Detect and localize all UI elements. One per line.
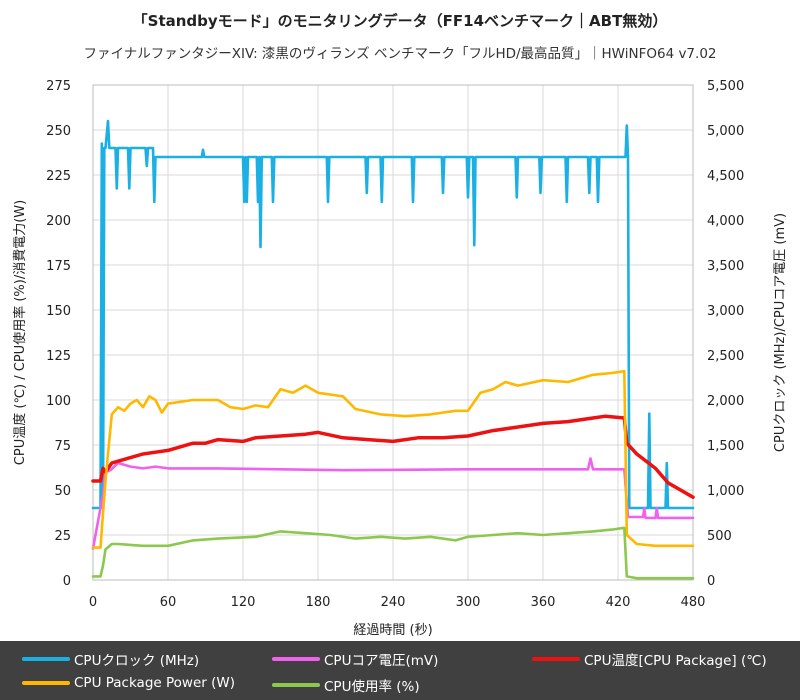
- y-right-tick-label: 0: [707, 574, 715, 589]
- y-left-tick-label: 0: [63, 574, 71, 589]
- legend-label-temp: CPU温度[CPU Package] (℃): [584, 653, 767, 669]
- legend-label-power: CPU Package Power (W): [74, 675, 235, 691]
- x-tick-label: 60: [160, 595, 177, 610]
- chart-svg: 0 25 50 75 100 125 150 175 200 225 250 275 0 60 120 180…: [12, 79, 788, 638]
- series-line-usage: [91, 526, 695, 580]
- x-tick-label: 120: [231, 595, 256, 610]
- legend-item-clock: CPUクロック (MHz): [22, 649, 199, 669]
- y-left-tick-label: 250: [46, 124, 71, 139]
- x-tick-label: 420: [606, 595, 631, 610]
- legend-item-power: CPU Package Power (W): [22, 675, 235, 691]
- y-right-tick-label: 2,000: [707, 394, 744, 409]
- series-line-clock: [91, 119, 695, 510]
- y-left-tick-label: 150: [46, 304, 71, 319]
- y-right-tick-label: 500: [707, 529, 732, 544]
- x-tick-label: 480: [681, 595, 706, 610]
- y-right-tick-label: 1,500: [707, 439, 744, 454]
- legend-label-usage: CPU使用率 (%): [324, 679, 420, 695]
- x-tick-label: 300: [456, 595, 481, 610]
- legend-label-voltage: CPUコア電圧(mV): [324, 653, 439, 669]
- y-right-tick-label: 4,500: [707, 169, 744, 184]
- chart-title: 「Standbyモード」のモニタリングデータ（FF14ベンチマーク｜ABT無効）: [132, 12, 668, 30]
- legend-item-temp: CPU温度[CPU Package] (℃): [532, 649, 767, 669]
- legend-swatch-voltage: [272, 657, 320, 661]
- legend-item-voltage: CPUコア電圧(mV): [272, 649, 438, 669]
- legend-label-clock: CPUクロック (MHz): [74, 653, 200, 669]
- y-right-tick-label: 5,500: [707, 79, 744, 94]
- y-right-tick-label: 4,000: [707, 214, 744, 229]
- y-left-tick-label: 225: [46, 169, 71, 184]
- y-right-tick-label: 1,000: [707, 484, 744, 499]
- legend: CPUクロック (MHz) CPUコア電圧(mV) CPU温度[CPU Pack…: [0, 641, 800, 700]
- x-tick-label: 360: [531, 595, 556, 610]
- y-right-tick-label: 5,000: [707, 124, 744, 139]
- legend-swatch-power: [22, 681, 70, 685]
- series-line-voltage: [91, 457, 695, 550]
- y-left-tick-label: 75: [54, 439, 71, 454]
- legend-swatch-clock: [22, 657, 70, 661]
- y-left-tick-label: 175: [46, 259, 71, 274]
- legend-swatch-temp: [532, 657, 580, 661]
- plot-frame: [92, 84, 694, 581]
- y-left-tick-label: 125: [46, 349, 71, 364]
- series-line-temp: [91, 414, 695, 499]
- chart-subtitle: ファイナルファンタジーXIV: 漆黒のヴィランズ ベンチマーク「フルHD/最高品…: [83, 46, 717, 62]
- y-left-tick-label: 200: [46, 214, 71, 229]
- x-tick-label: 0: [89, 595, 97, 610]
- legend-item-usage: CPU使用率 (%): [272, 675, 420, 695]
- y-left-tick-label: 50: [54, 484, 71, 499]
- x-axis-title: 経過時間 (秒): [353, 623, 432, 638]
- y-left-tick-label: 25: [54, 529, 71, 544]
- y-right-tick-label: 3,000: [707, 304, 744, 319]
- y-right-tick-label: 3,500: [707, 259, 744, 274]
- legend-swatch-usage: [272, 683, 320, 687]
- y-left-axis-title: CPU温度 (℃) / CPU使用率 (%)/消費電力(W): [12, 200, 28, 465]
- y-right-axis-title: CPUクロック (MHz)/CPUコア電圧 (mV): [773, 213, 788, 452]
- y-left-tick-label: 275: [46, 79, 71, 94]
- y-right-tick-label: 2,500: [707, 349, 744, 364]
- x-tick-label: 180: [306, 595, 331, 610]
- x-tick-label: 240: [381, 595, 406, 610]
- series-line-power: [91, 369, 695, 549]
- y-left-tick-label: 100: [46, 394, 71, 409]
